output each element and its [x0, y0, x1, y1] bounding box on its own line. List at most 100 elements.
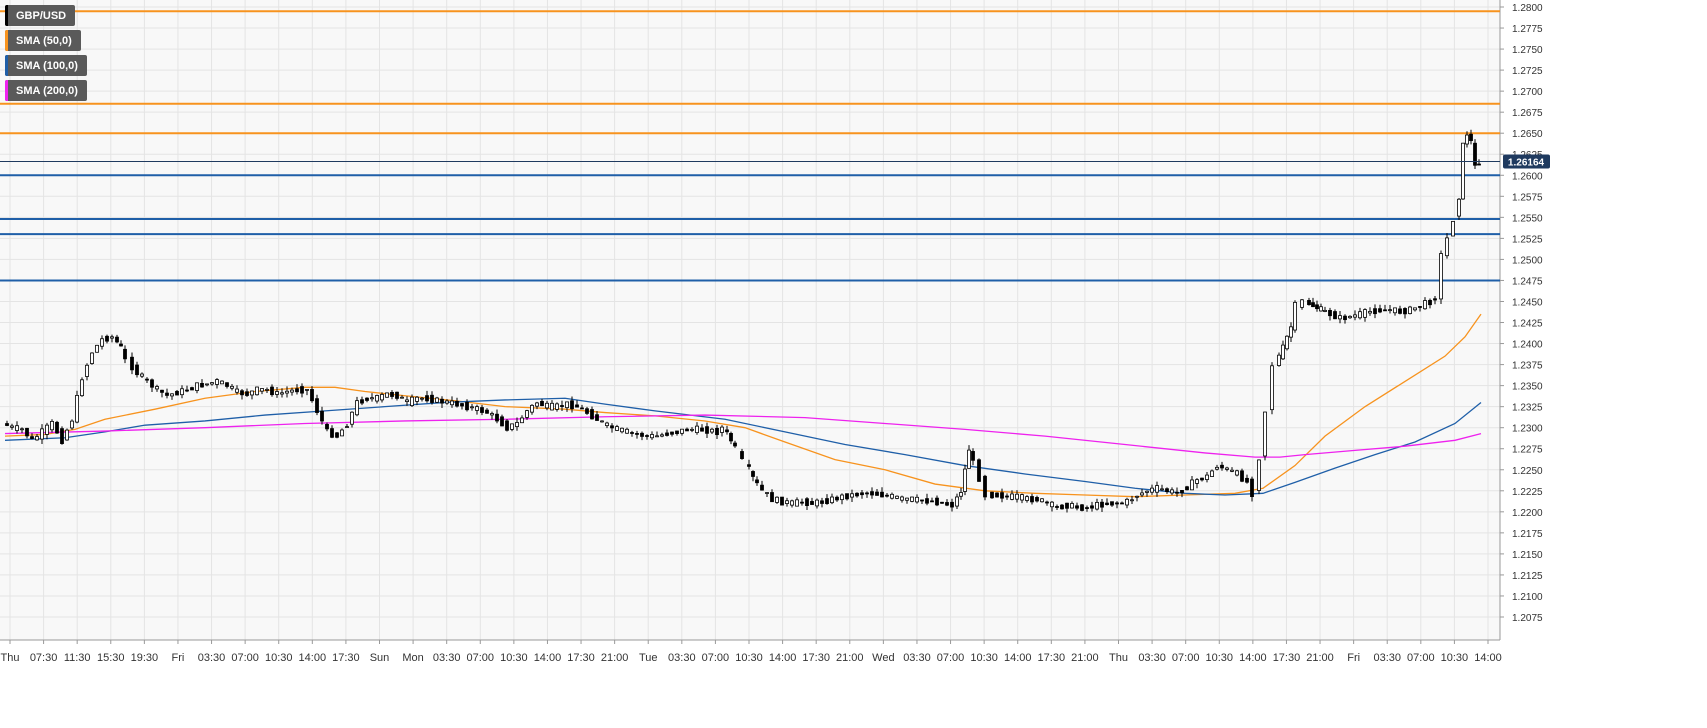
candle-body	[855, 492, 859, 497]
candle-body	[1439, 253, 1443, 300]
candle-body	[620, 427, 624, 433]
candle-body	[1050, 501, 1054, 508]
candle-body	[940, 501, 944, 504]
candle-body	[1289, 326, 1293, 338]
candle-body	[1457, 198, 1461, 217]
x-tick-label: 21:00	[1306, 652, 1334, 664]
candle-body	[1195, 479, 1199, 484]
x-tick-label: 10:30	[970, 652, 998, 664]
candle-body	[1160, 488, 1164, 491]
candle-body	[729, 432, 733, 442]
candle-body	[545, 402, 549, 409]
candle-body	[625, 428, 629, 434]
candle-body	[1240, 470, 1244, 482]
candle-body	[1348, 315, 1352, 319]
candle-body	[1293, 301, 1297, 331]
y-tick-label: 1.2375	[1512, 361, 1543, 372]
plot-background	[0, 0, 1500, 640]
candle-body	[475, 406, 479, 411]
candle-body	[605, 422, 609, 427]
x-tick-label: 14:00	[534, 652, 562, 664]
candle-body	[280, 392, 284, 395]
candle-body	[555, 403, 559, 410]
candle-body	[1473, 142, 1477, 166]
price-tag-background	[1503, 154, 1550, 169]
candle-body	[1080, 504, 1084, 511]
candle-body	[215, 379, 219, 385]
candle-body	[1135, 495, 1139, 498]
candle-body	[160, 389, 164, 393]
candle-body	[455, 400, 459, 407]
legend: GBP/USD SMA (50,0) SMA (100,0) SMA (200,…	[5, 5, 87, 105]
candle-body	[105, 335, 109, 342]
candle-body	[930, 500, 934, 503]
candle-body	[85, 364, 89, 377]
candle-body	[971, 451, 975, 461]
x-tick-label: 03:30	[1373, 652, 1401, 664]
candle-body	[465, 401, 469, 411]
x-tick-label: Thu	[1109, 652, 1128, 664]
candle-body	[335, 432, 339, 438]
candle-body	[55, 421, 59, 434]
candle-body	[380, 394, 384, 401]
candle-body	[420, 397, 424, 400]
x-tick-label: 07:00	[1172, 652, 1200, 664]
candle-body	[155, 386, 159, 390]
candle-body	[123, 348, 127, 360]
candle-body	[585, 408, 589, 414]
y-tick-label: 1.2325	[1512, 403, 1543, 414]
candle-body	[275, 391, 279, 395]
x-tick-label: 03:30	[1138, 652, 1166, 664]
candle-body	[1277, 354, 1281, 366]
candle-body	[870, 491, 874, 496]
candle-body	[1045, 501, 1049, 504]
candle-body	[835, 496, 839, 501]
legend-item-gbpusd[interactable]: GBP/USD	[5, 5, 76, 26]
candle-body	[1363, 309, 1367, 318]
y-tick-label: 1.2425	[1512, 319, 1543, 330]
candle-body	[977, 459, 981, 482]
candle-body	[840, 494, 844, 501]
candle-body	[805, 498, 809, 506]
candle-body	[1190, 479, 1194, 491]
legend-item-sma100[interactable]: SMA (100,0)	[5, 55, 87, 76]
candle-body	[1358, 311, 1362, 319]
x-tick-label: Thu	[1, 652, 20, 664]
y-tick-label: 1.2350	[1512, 382, 1543, 393]
candle-body	[1281, 344, 1285, 360]
candle-body	[1445, 237, 1449, 257]
candle-body	[20, 428, 24, 431]
candle-body	[1095, 501, 1099, 510]
candle-body	[885, 494, 889, 497]
x-tick-label: 14:00	[1004, 652, 1032, 664]
candle-body	[1005, 495, 1009, 498]
legend-item-sma50[interactable]: SMA (50,0)	[5, 30, 81, 51]
candle-body	[775, 496, 779, 503]
candle-body	[1333, 311, 1337, 320]
x-tick-label: Wed	[872, 652, 894, 664]
candle-body	[10, 425, 14, 428]
candle-body	[1311, 302, 1315, 308]
x-tick-label: Sun	[370, 652, 390, 664]
candle-body	[1060, 504, 1064, 510]
candle-body	[820, 500, 824, 504]
candle-body	[410, 396, 414, 407]
x-tick-label: 07:00	[231, 652, 259, 664]
legend-swatch	[5, 80, 8, 101]
legend-item-sma200[interactable]: SMA (200,0)	[5, 80, 87, 101]
x-tick-label: 14:00	[299, 652, 327, 664]
candle-body	[530, 404, 534, 413]
candle-body	[1461, 142, 1465, 200]
candle-body	[270, 386, 274, 396]
candle-body	[655, 435, 659, 438]
candle-body	[963, 468, 967, 492]
y-tick-label: 1.2650	[1512, 129, 1543, 140]
candle-body	[290, 389, 294, 393]
candle-body	[665, 432, 669, 436]
candle-body	[240, 390, 244, 396]
candle-body	[955, 496, 959, 507]
y-tick-label: 1.2525	[1512, 234, 1543, 245]
candle-body	[395, 391, 399, 399]
candle-body	[70, 420, 74, 429]
y-tick-label: 1.2200	[1512, 508, 1543, 519]
